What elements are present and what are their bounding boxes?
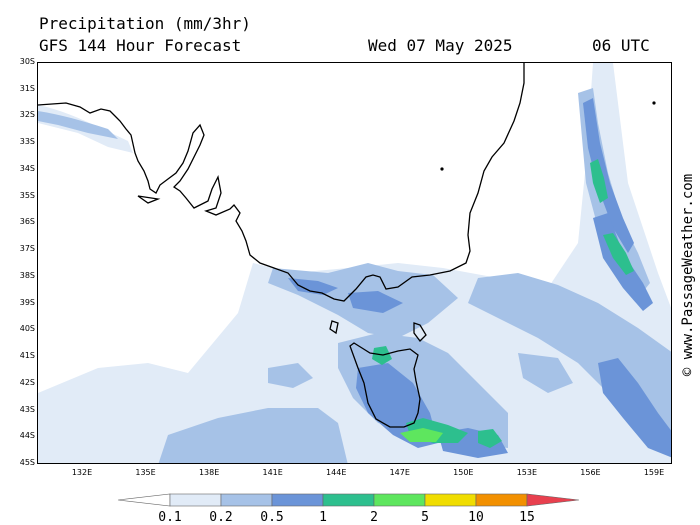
lat-label: 36S — [19, 217, 35, 227]
lon-label: 135E — [135, 468, 156, 477]
precip-layer-2 — [400, 428, 443, 442]
precip-layer-0-1 — [38, 63, 671, 463]
map-canvas — [38, 63, 671, 463]
tasmania-island — [329, 320, 427, 428]
forecast-subtitle: GFS 144 Hour Forecast — [39, 36, 242, 55]
legend-swatch — [220, 493, 273, 507]
lat-label: 35S — [19, 190, 35, 200]
legend-label: 5 — [421, 510, 429, 525]
lord-howe-island — [652, 101, 656, 105]
legend-label: 0.2 — [209, 510, 233, 525]
lon-label: 147E — [389, 468, 410, 477]
lat-label: 34S — [19, 163, 35, 173]
legend-swatch — [322, 493, 375, 507]
lat-label: 44S — [19, 431, 35, 441]
lon-label: 144E — [326, 468, 347, 477]
forecast-time: 06 UTC — [592, 36, 650, 55]
lat-label: 31S — [19, 83, 35, 93]
legend-arrow-left — [117, 493, 171, 507]
legend-label: 15 — [519, 510, 535, 525]
lat-label: 38S — [19, 270, 35, 280]
lat-label: 42S — [19, 377, 35, 387]
map-title: Precipitation (mm/3hr) — [39, 14, 251, 33]
lat-label: 30S — [19, 57, 35, 66]
lon-label: 138E — [198, 468, 220, 477]
lat-label: 40S — [19, 324, 35, 334]
lon-label: 153E — [516, 468, 538, 477]
legend-label: 0.5 — [260, 510, 284, 525]
watermark: © www.PassageWeather.com — [678, 150, 698, 400]
lat-label: 45S — [19, 458, 35, 467]
lat-label: 37S — [19, 244, 35, 254]
precip-legend — [117, 493, 580, 507]
lon-label: 150E — [453, 468, 474, 477]
precipitation-map[interactable] — [37, 62, 672, 464]
lat-label: 41S — [19, 351, 35, 361]
lat-label: 33S — [19, 137, 35, 147]
lon-label: 159E — [643, 468, 665, 477]
forecast-date: Wed 07 May 2025 — [368, 36, 513, 55]
legend-label: 2 — [370, 510, 378, 525]
legend-swatch — [271, 493, 324, 507]
coastal-island — [440, 167, 444, 171]
australia-landmass — [38, 63, 525, 302]
lon-label: 156E — [580, 468, 601, 477]
lat-label: 32S — [19, 110, 35, 120]
lon-label: 141E — [262, 468, 283, 477]
lat-label: 43S — [19, 404, 35, 414]
legend-swatch — [424, 493, 477, 507]
legend-swatch — [169, 493, 222, 507]
legend-swatch — [373, 493, 426, 507]
lat-label: 39S — [19, 297, 35, 307]
watermark-text: © www.PassageWeather.com — [680, 173, 696, 377]
legend-label: 0.1 — [158, 510, 182, 525]
legend-swatch — [475, 493, 528, 507]
legend-swatch — [526, 493, 580, 507]
legend-label: 10 — [468, 510, 484, 525]
lon-label: 132E — [71, 468, 93, 477]
legend-label: 1 — [319, 510, 327, 525]
